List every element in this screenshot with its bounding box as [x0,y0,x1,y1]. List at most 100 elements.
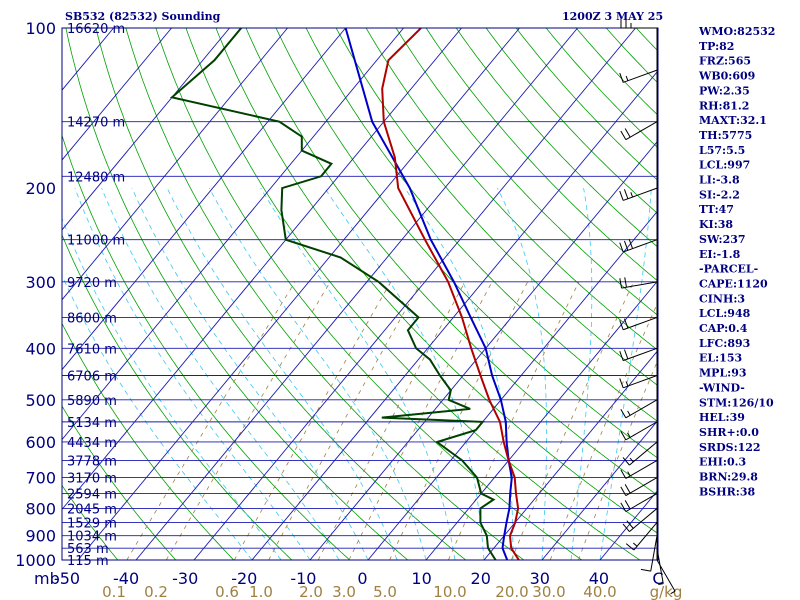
wind-barb-flag [619,72,624,83]
height-tick-label: 4434 m [67,436,117,451]
index-value: CAPE:1120 [699,277,768,290]
wind-barb-flag [619,190,624,201]
dry-adiabat [215,28,658,535]
temperature-tick-label: 40 [589,569,609,588]
dewpoint-trace [169,28,497,560]
wind-barb-flag [622,457,630,466]
wind-barb-half [632,542,638,547]
height-tick-label: 14270 m [67,116,125,131]
mixing-ratio-tick-label: g/kg [650,583,683,600]
index-value: SRDS:122 [699,441,761,454]
plot-frame [61,27,659,561]
wind-barb [625,493,658,512]
wind-barb-flag [624,500,631,510]
wind-barb-half [629,457,634,463]
pressure-tick-label: 500 [25,391,56,410]
mixing-ratio-tick-label: 10.0 [433,583,466,600]
wind-barb-half [658,583,664,585]
mixing-ratio-tick-label: 5.0 [373,583,397,600]
index-value: -WIND- [699,381,745,394]
sounding-time: 1200Z 3 MAY 25 [562,10,663,23]
index-value: STM:126/10 [699,396,774,409]
wind-barb [650,535,658,572]
index-value: WMO:82532 [698,25,775,38]
pressure-axis: 100 200 300 400 500 600 700 800 900 1000 [15,19,56,570]
height-tick-label: 115 m [67,554,109,569]
isotherm [425,279,658,560]
index-value: KI:38 [699,218,733,231]
height-tick-label: 1529 m [67,516,117,531]
wind-barb [623,347,658,362]
pressure-tick-label: 200 [25,179,56,198]
wind-barb [633,522,658,551]
wind-barb [625,460,658,479]
isotherm [135,28,578,560]
index-value: SHR+:0.0 [699,426,759,439]
height-tick-label: 6706 m [67,370,117,385]
mixing-ratio-tick-label: 0.6 [215,583,239,600]
index-value: LFC:893 [699,337,750,350]
wind-barb-half [627,410,631,416]
wind-barb [623,187,658,201]
index-value: BRN:29.8 [699,471,758,484]
index-value: PW:2.35 [699,84,750,97]
index-value: TT:47 [699,203,734,216]
isotherm [483,349,658,560]
mixing-ratio-tick-label: 0.1 [102,583,126,600]
wind-barb-flag [619,351,624,361]
grid [62,28,658,560]
wind-barb-flag [619,242,624,253]
wind-barb [621,281,658,289]
moist-adiabat [101,187,340,560]
index-value: EHI:0.3 [699,456,746,469]
moist-adiabat [208,187,427,560]
index-value: HEL:39 [699,411,745,424]
index-value: BSHR:38 [699,485,755,498]
wind-barb-flag [624,484,631,494]
mixing-ratio-line [549,301,658,560]
wind-barb [625,121,658,141]
index-value: FRZ:565 [699,55,751,68]
index-value: LI:-3.8 [699,174,740,187]
mixing-ratio-line [511,281,635,560]
height-tick-label: 5134 m [67,416,117,431]
mixing-ratio-tick-label: 40.0 [583,583,616,600]
height-tick-label: 16620 m [67,22,125,37]
index-value: EL:153 [699,352,742,365]
dry-adiabat [125,28,524,560]
wind-barb [623,316,658,331]
wind-barb-flag [619,378,624,388]
pressure-tick-label: 400 [25,339,56,358]
mixing-ratio-tick-label: 30.0 [532,583,565,600]
index-value: LCL:997 [699,159,750,172]
wind-barb-flag [623,318,629,329]
wind-barb-flag [620,469,627,479]
mixing-ratio-line [578,358,658,560]
pressure-tick-label: 900 [25,527,56,546]
isotherm [62,28,462,511]
wind-barb-flag [623,349,629,360]
pressure-tick-label: 100 [25,19,56,38]
wind-barb-flag [624,128,631,138]
wind-barb [629,441,658,466]
wind-barb-flag [620,486,627,496]
wind-barb-flag [619,278,623,289]
wind-barb-flag [619,320,624,330]
wind-barb [656,559,676,592]
index-value: WB0:609 [698,70,755,83]
moist-adiabat [166,187,398,560]
mixing-ratio-tick-label: 3.0 [332,583,356,600]
dry-adiabat [185,28,640,560]
isotherm [62,28,172,161]
wind-barb-flag [623,240,629,251]
index-value: LCL:948 [699,307,751,320]
mixing-ratio-line [165,281,331,560]
wind-barb-half [670,590,676,595]
index-value: EI:-1.8 [699,248,741,261]
temperature-tick-label: -10 [290,569,316,588]
isotherm [77,28,520,560]
wind-barb-flag [625,543,635,551]
isotherm [62,28,346,371]
